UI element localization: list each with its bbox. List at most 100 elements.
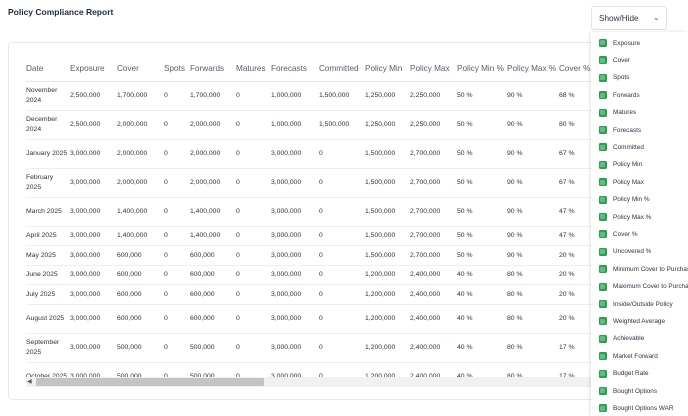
show-hide-option[interactable]: Bought Options WAR [599,402,674,414]
show-hide-option[interactable]: Achievable [599,333,644,345]
table-cell: 80 % [507,265,559,285]
checkbox-checked-icon[interactable] [599,160,607,169]
show-hide-option[interactable]: Policy Min [599,159,642,171]
checkbox-checked-icon[interactable] [599,143,607,152]
checkbox-checked-icon[interactable] [599,195,607,204]
checkbox-checked-icon[interactable] [599,178,607,187]
column-header[interactable]: Policy Max [410,57,457,82]
column-header[interactable]: Policy Min [365,57,410,82]
table-cell: 3,000,000 [70,197,117,227]
date-cell: February 2025 [26,168,70,198]
date-cell: January 2025 [26,139,70,169]
show-hide-label: Show/Hide [599,14,639,23]
checkbox-checked-icon[interactable] [599,282,607,291]
checkbox-checked-icon[interactable] [599,73,607,82]
show-hide-option-label: Spots [613,74,630,82]
checkbox-checked-icon[interactable] [599,91,607,100]
show-hide-option[interactable]: Cover % [599,228,638,240]
column-header[interactable]: Exposure [70,57,117,82]
show-hide-option[interactable]: Uncovered % [599,246,651,258]
checkbox-checked-icon[interactable] [599,387,607,395]
show-hide-option[interactable]: Policy Max % [599,211,651,223]
checkbox-checked-icon[interactable] [599,265,607,274]
column-header[interactable]: Policy Max % [507,57,559,82]
table-cell: 1,250,000 [365,81,410,111]
show-hide-option[interactable]: Exposure [599,37,640,49]
show-hide-option[interactable]: Maximum Cover to Purchase [599,281,688,293]
table-cell: 0 [319,197,365,227]
table-cell: 50 % [457,197,507,227]
table-cell: 0 [236,139,271,169]
column-header[interactable]: Spots [164,57,190,82]
show-hide-option[interactable]: Market Forward [599,350,658,362]
table-cell: 3,000,000 [70,304,117,334]
show-hide-option[interactable]: Cover [599,54,630,66]
table-row: February 2025 3,000,000 2,000,000 0 2,000,00… [26,168,601,198]
table-cell: 3,000,000 [271,284,319,305]
show-hide-option[interactable]: Forwards [599,89,640,101]
table-cell: 20 % [559,265,601,285]
show-hide-option[interactable]: Policy Max [599,176,644,188]
checkbox-checked-icon[interactable] [599,56,607,65]
column-header[interactable]: Policy Min % [457,57,507,82]
column-header[interactable]: Date [26,57,70,82]
table-cell: 0 [164,139,190,169]
show-hide-option[interactable]: Spots [599,72,629,84]
show-hide-dropdown[interactable]: Show/Hide ⌄ [591,6,667,30]
scrollbar-thumb[interactable] [36,378,264,386]
checkbox-checked-icon[interactable] [599,108,607,117]
table-cell: 50 % [457,110,507,140]
date-cell: June 2025 [26,265,70,285]
table-cell: 1,000,000 [271,110,319,140]
column-header[interactable]: Matures [236,57,271,82]
checkbox-checked-icon[interactable] [599,369,607,378]
table-row: March 2025 3,000,000 1,400,000 0 1,400,000 0 3… [26,197,601,227]
show-hide-option[interactable]: Inside/Outside Policy [599,298,673,310]
table-row: July 2025 3,000,000 600,000 0 600,000 0 3,000,… [26,284,601,305]
table-cell: 600,000 [190,304,236,334]
horizontal-scrollbar[interactable]: ◀ [26,377,601,387]
scroll-left-icon[interactable]: ◀ [27,379,32,385]
show-hide-option[interactable]: Committed [599,141,644,153]
show-hide-option[interactable]: Bought Options [599,385,657,397]
column-header[interactable]: Forwards [190,57,236,82]
checkbox-checked-icon[interactable] [599,404,607,413]
table-cell: 0 [319,168,365,198]
checkbox-checked-icon[interactable] [599,317,607,326]
table-cell: 0 [164,168,190,198]
table-cell: 0 [164,362,190,379]
checkbox-checked-icon[interactable] [599,230,607,239]
table-cell: 0 [319,245,365,266]
table-cell: 40 % [457,265,507,285]
show-hide-option-label: Policy Max [613,178,644,186]
table-cell: 2,000,000 [117,139,164,169]
checkbox-checked-icon[interactable] [599,39,607,47]
show-hide-option[interactable]: Minimum Cover to Purchase [599,263,688,275]
column-header[interactable]: Committed [319,57,365,82]
show-hide-option-label: Cover [613,56,631,64]
table-cell: 0 [319,226,365,246]
checkbox-checked-icon[interactable] [599,213,607,221]
table-cell: 500,000 [190,362,236,379]
table-cell: 0 [236,168,271,198]
report-table-scroll[interactable]: Date Exposure Cover Spots Forwards Matures For… [26,57,601,379]
show-hide-option[interactable]: Weighted Average [599,315,665,327]
checkbox-checked-icon[interactable] [599,334,607,343]
checkbox-checked-icon[interactable] [599,247,607,256]
table-cell: 1,500,000 [319,110,365,140]
table-cell: 2,400,000 [410,265,457,285]
show-hide-option[interactable]: Matures [599,107,636,119]
table-cell: 0 [164,81,190,111]
show-hide-option[interactable]: Forecasts [599,124,641,136]
table-cell: 1,200,000 [365,304,410,334]
table-cell: 20 % [559,284,601,305]
column-header[interactable]: Cover [117,57,164,82]
checkbox-checked-icon[interactable] [599,300,607,308]
column-header[interactable]: Forecasts [271,57,319,82]
table-cell: 0 [236,197,271,227]
show-hide-option[interactable]: Policy Min % [599,194,650,206]
table-cell: 80 % [507,362,559,379]
show-hide-option[interactable]: Budget Rate [599,368,649,380]
checkbox-checked-icon[interactable] [599,352,607,361]
checkbox-checked-icon[interactable] [599,126,607,134]
